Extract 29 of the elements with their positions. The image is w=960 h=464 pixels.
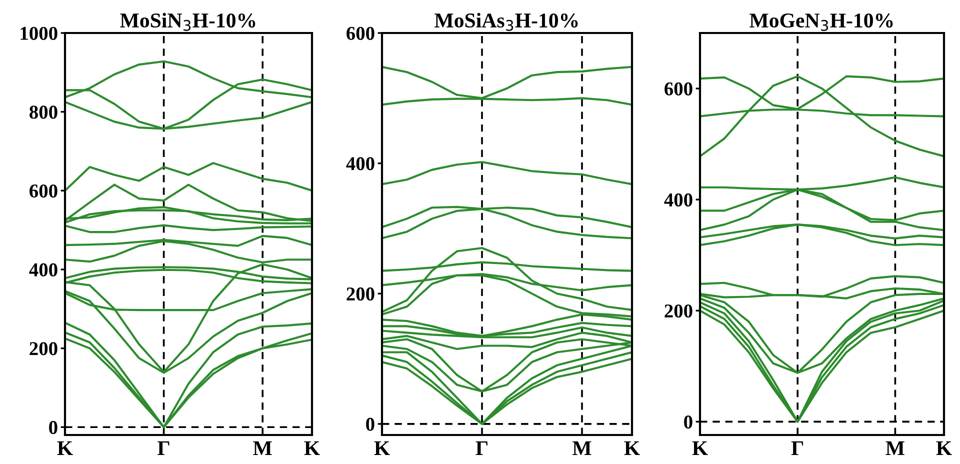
- x-tick-label: M: [886, 441, 904, 456]
- chart-title: MoGeN$_{3}$H-10%: [750, 13, 893, 31]
- y-tick-label: 400: [29, 263, 58, 276]
- y-tick-label: 600: [664, 82, 692, 96]
- y-tick-label: 400: [664, 193, 692, 207]
- y-tick-label: 0: [366, 418, 374, 431]
- chart-title: MoSiN$_{3}$H-10%: [120, 12, 256, 31]
- y-tick-label: 200: [30, 342, 58, 356]
- x-tick-label: M: [572, 441, 592, 456]
- x-tick-label: Γ: [476, 441, 488, 456]
- x-tick-label: K: [692, 441, 708, 456]
- y-tick-label: 800: [30, 106, 58, 119]
- y-tick-label: 200: [664, 304, 692, 318]
- y-tick-label: 400: [346, 157, 374, 170]
- y-tick-label: 200: [346, 287, 374, 301]
- y-tick-label: 600: [346, 26, 374, 40]
- chart-title: MoSiAs$_{3}$H-10%: [434, 12, 578, 31]
- y-tick-label: 1000: [20, 26, 58, 40]
- x-tick-label: K: [57, 441, 73, 456]
- x-tick-label: K: [936, 441, 952, 456]
- x-tick-label: K: [624, 441, 640, 456]
- y-tick-label: 0: [49, 420, 58, 434]
- x-tick-label: K: [374, 441, 390, 456]
- y-tick-label: 600: [30, 184, 58, 198]
- x-tick-label: Γ: [158, 441, 170, 456]
- x-tick-label: Γ: [791, 441, 804, 456]
- x-tick-label: M: [253, 441, 272, 456]
- y-tick-label: 0: [684, 415, 692, 429]
- x-tick-label: K: [304, 441, 320, 456]
